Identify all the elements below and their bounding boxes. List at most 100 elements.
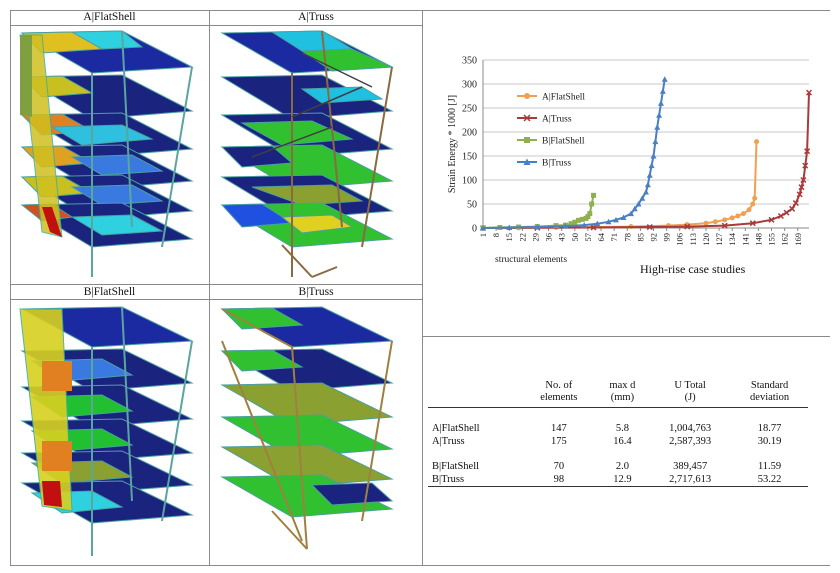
data-point [777, 212, 784, 220]
data-point [643, 189, 649, 195]
y-tick-label: 0 [472, 224, 477, 235]
data-point [800, 176, 807, 184]
header-u-total: U Total (J) [649, 380, 732, 408]
data-point [576, 217, 582, 223]
data-point [798, 184, 805, 191]
model-b-truss [220, 306, 394, 550]
data-point [652, 138, 659, 145]
table-row: B|FlatShell 70 2.0 389,457 11.59 [432, 461, 782, 472]
data-point [648, 162, 655, 169]
y-tick-label: 150 [462, 152, 477, 163]
data-point [605, 218, 612, 225]
data-point [579, 216, 585, 222]
data-point [562, 223, 569, 229]
data-point [646, 172, 653, 178]
data-point [650, 153, 657, 159]
spacer-row [428, 448, 808, 460]
data-point [804, 148, 811, 155]
data-point [591, 192, 597, 198]
y-tick-label: 200 [462, 128, 477, 139]
x-tick-label: 29 [530, 233, 540, 242]
data-point [635, 201, 642, 207]
data-point [568, 221, 574, 227]
x-tick-label: 43 [557, 233, 567, 242]
x-tick-label: 85 [635, 233, 645, 242]
x-tick-label: 120 [701, 233, 711, 246]
data-point [646, 224, 653, 231]
data-point [796, 191, 803, 198]
header-max-d: max d (mm) [595, 380, 650, 408]
data-point [589, 201, 595, 207]
x-tick-label: 148 [753, 233, 763, 246]
legend-label: B|FlatShell [542, 137, 585, 147]
case-studies-title: High-rise case studies [640, 262, 746, 276]
x-tick-label: 50 [570, 233, 580, 242]
x-tick-label: 99 [662, 233, 672, 242]
y-tick-label: 350 [462, 56, 477, 67]
model-b-flatshell [19, 306, 194, 556]
statistics-table: No. of elements max d (mm) U Total (J) Stan… [428, 380, 808, 487]
x-tick-label: 155 [767, 233, 777, 246]
data-point [749, 220, 756, 227]
model-a-truss [220, 30, 394, 278]
data-point [656, 112, 663, 118]
table-row: A|FlatShell 147 5.8 1,004,763 18.77 [432, 423, 782, 434]
data-point [783, 209, 790, 216]
y-tick-label: 300 [462, 80, 477, 91]
data-point [754, 139, 760, 145]
x-tick-label: 92 [648, 233, 658, 242]
data-point [631, 205, 638, 212]
data-point [802, 162, 809, 169]
spacer-row [428, 408, 808, 423]
data-point [644, 181, 651, 188]
data-point [729, 215, 735, 221]
y-tick-label: 250 [462, 104, 477, 115]
legend-marker [523, 158, 531, 165]
data-point [789, 205, 796, 212]
data-point [792, 200, 799, 207]
data-point [572, 219, 578, 225]
table-row: A|Truss 175 16.4 2,587,393 30.19 [432, 436, 782, 447]
x-tick-label: 113 [688, 233, 698, 245]
x-tick-label: 8 [491, 233, 501, 237]
caption-rule-mid [10, 299, 422, 300]
panel-caption-b-truss: B|Truss [298, 286, 334, 298]
data-point [594, 220, 601, 227]
data-point [620, 214, 627, 220]
legend-label: A|Truss [542, 115, 572, 125]
header-label [428, 380, 522, 408]
column-divider [422, 10, 423, 566]
x-tick-label: 141 [740, 233, 750, 246]
x-tick-label: 15 [504, 233, 514, 242]
data-point [661, 76, 668, 82]
data-point [746, 207, 752, 213]
frame-left [10, 10, 11, 566]
legend-marker [524, 137, 530, 143]
series-line-a-truss [482, 92, 810, 229]
data-point [659, 88, 666, 94]
data-point [750, 201, 756, 207]
series-line-a-flatshell [482, 141, 758, 229]
data-point [684, 223, 691, 230]
data-point [534, 224, 541, 230]
data-point [740, 211, 746, 217]
panel-caption-b-flatshell: B|FlatShell [83, 286, 136, 298]
legend-label: A|FlatShell [542, 93, 585, 103]
x-tick-label: 78 [622, 233, 632, 242]
data-point [639, 195, 646, 201]
table-row: B|Truss 98 12.9 2,717,613 53.22 [428, 473, 808, 487]
data-point [735, 213, 741, 219]
x-tick-label: 36 [544, 233, 554, 242]
data-point [752, 195, 758, 201]
frame-bottom [10, 565, 830, 566]
panel-caption-a-truss: A|Truss [298, 11, 334, 23]
data-point [585, 213, 591, 219]
x-tick-label: 162 [780, 233, 790, 246]
data-point [613, 216, 620, 223]
x-tick-label: 57 [583, 233, 593, 242]
data-point [712, 219, 718, 225]
legend-marker [523, 114, 531, 122]
x-tick-label: 71 [609, 233, 619, 242]
x-tick-label: 127 [714, 233, 724, 246]
